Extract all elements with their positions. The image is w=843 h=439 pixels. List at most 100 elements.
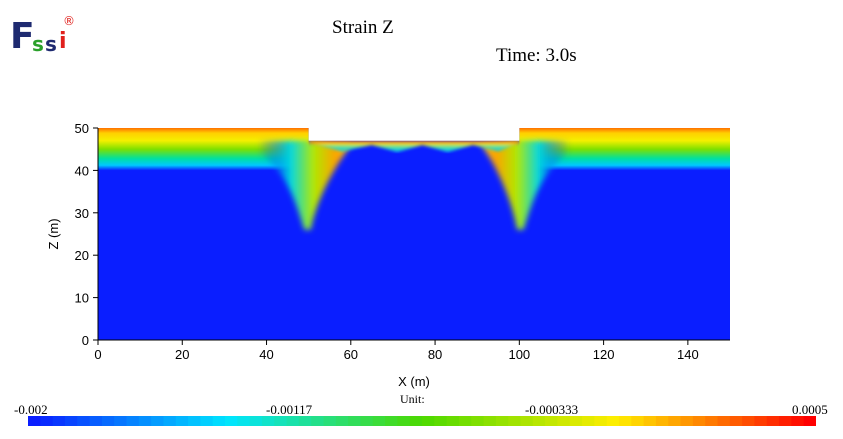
colorbar-swatch [138,416,152,426]
colorbar-swatch [791,416,805,426]
colorbar-swatch [680,416,694,426]
colorbar-swatch [434,416,448,426]
colorbar-swatch [557,416,571,426]
colorbar-tick-max: 0.0005 [792,402,828,417]
colorbar-swatch [52,416,66,426]
x-axis-label: X (m) [398,374,430,389]
colorbar-swatch [520,416,534,426]
colorbar-tick-min: -0.002 [14,402,48,417]
colorbar-swatch [705,416,718,426]
colorbar-swatch [729,416,743,426]
colorbar-swatch [717,416,731,426]
excavation-band [308,140,520,153]
logo-letter-s2: s [45,32,57,56]
logo-letter-s1: s [32,32,44,56]
colorbar-swatch [742,416,755,426]
colorbar-swatch [298,416,312,426]
x-tick-label: 140 [677,347,699,362]
colorbar-swatch [101,416,115,426]
colorbar-swatch [237,416,251,426]
x-tick-label: 40 [259,347,273,362]
colorbar-swatch [335,416,349,426]
x-tick-label: 0 [94,347,101,362]
x-tick-label: 80 [428,347,442,362]
x-tick-label: 100 [508,347,530,362]
colorbar-swatch [422,416,435,426]
y-tick-label: 50 [75,121,89,136]
colorbar-swatch [569,416,583,426]
colorbar-swatch [606,416,620,426]
colorbar-swatch [175,416,189,426]
colorbar-swatch [397,416,411,426]
colorbar-swatch [261,416,275,426]
colorbar-swatch [471,416,485,426]
colorbar-swatch [360,416,374,426]
colorbar-swatch [372,416,386,426]
time-label: Time: 3.0s [496,45,577,66]
colorbar-swatch [545,416,558,426]
colorbar-swatch [64,416,78,426]
colorbar [28,416,816,426]
registered-mark: ® [63,14,75,28]
colorbar-swatch [126,416,140,426]
y-tick-label: 0 [82,333,89,348]
y-tick-label: 30 [75,206,89,221]
colorbar-swatch [483,416,497,426]
colorbar-swatch [458,416,472,426]
y-tick-label: 40 [75,163,89,178]
excavation-void [308,128,520,141]
colorbar-swatch [163,416,177,426]
wall-plume-right [481,140,570,230]
colorbar-swatch [766,416,780,426]
colorbar-swatch [151,416,164,426]
y-tick-label: 10 [75,291,89,306]
colorbar-swatch [754,416,768,426]
colorbar-swatch [200,416,214,426]
colorbar-swatch [249,416,263,426]
chart-title: Strain Z [332,17,394,38]
y-axis-label: Z (m) [46,218,61,249]
colorbar-swatch [643,416,657,426]
colorbar-swatch [212,416,226,426]
colorbar-tick-2: -0.00117 [266,402,313,417]
colorbar-swatch [188,416,201,426]
axes: 0 20 40 60 80 100 120 140 0 10 20 30 40 50 X (m) Z (m) [46,121,730,389]
colorbar-swatch [225,416,238,426]
colorbar-swatch [311,416,324,426]
colorbar-swatch [655,416,669,426]
colorbar-swatch [28,416,41,426]
colorbar-swatch [286,416,300,426]
colorbar-swatch [619,416,632,426]
contour-field [98,128,730,340]
x-tick-label: 20 [175,347,189,362]
colorbar-swatch [348,416,361,426]
colorbar-swatch [582,416,595,426]
colorbar-swatch [779,416,792,426]
colorbar-swatch [508,416,521,426]
y-tick-label: 20 [75,248,89,263]
colorbar-swatch [668,416,682,426]
logo-letter-i: i [59,29,67,54]
wall-plume-left [258,140,351,230]
colorbar-swatch [323,416,337,426]
fssi-logo: F s s i ® [8,14,75,60]
colorbar-swatch [385,416,398,426]
colorbar-swatch [532,416,546,426]
strain-plot: 0 20 40 60 80 100 120 140 0 10 20 30 40 50 X (m) Z (m) [46,121,730,389]
x-tick-label: 120 [593,347,615,362]
colorbar-swatch [446,416,460,426]
colorbar-swatch [692,416,706,426]
colorbar-swatch [495,416,509,426]
colorbar-swatch [631,416,645,426]
colorbar-swatch [409,416,423,426]
colorbar-swatch [114,416,127,426]
x-tick-label: 60 [344,347,358,362]
logo-letter-f: F [10,16,35,57]
colorbar-unit-label: Unit: [400,392,425,406]
colorbar-swatch [77,416,91,426]
colorbar-swatch [89,416,103,426]
colorbar-swatch [803,416,816,426]
colorbar-swatch [40,416,54,426]
colorbar-swatch [274,416,288,426]
colorbar-tick-3: -0.000333 [525,402,579,417]
